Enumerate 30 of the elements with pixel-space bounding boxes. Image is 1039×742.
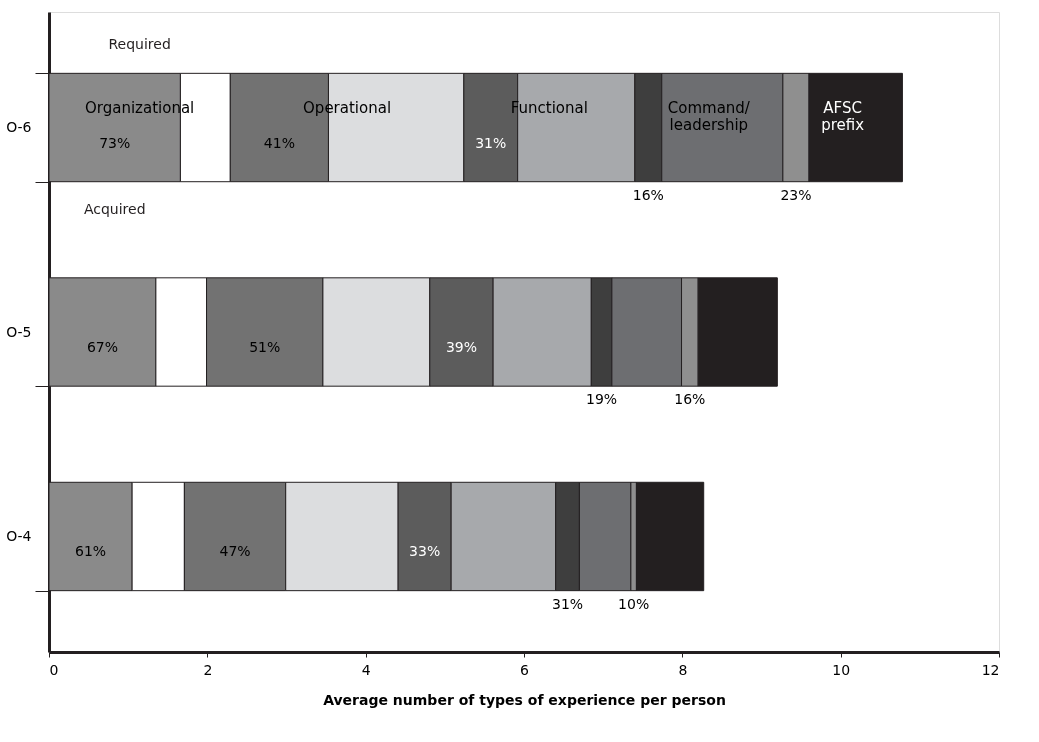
annotation: 61% xyxy=(75,543,107,560)
y-tick-label: O-6 xyxy=(6,119,32,136)
x-axis-title: Average number of types of experience per person xyxy=(323,691,726,708)
annotation: 31% xyxy=(475,134,507,151)
annotation: 23% xyxy=(780,186,812,203)
x-tick-label: 8 xyxy=(678,661,688,678)
series-label: Command/ leadership xyxy=(667,98,751,134)
annotation: 10% xyxy=(618,595,650,612)
annotation: 47% xyxy=(219,543,251,560)
x-tick-label: 4 xyxy=(361,661,371,678)
annotation: 16% xyxy=(632,186,664,203)
annotation: Acquired xyxy=(83,200,146,217)
x-tick-label: 6 xyxy=(520,661,530,678)
x-tick-label: 10 xyxy=(832,661,851,678)
annotation: 39% xyxy=(445,339,478,355)
annotation: 73% xyxy=(99,134,131,151)
annotation: 51% xyxy=(249,339,281,355)
y-tick-label: O-4 xyxy=(6,527,32,544)
x-tick-label: 0 xyxy=(49,661,59,678)
annotation: 41% xyxy=(263,134,295,151)
x-tick-label: 2 xyxy=(203,661,213,678)
x-tick-label: 12 xyxy=(981,661,1000,678)
annotation: Required xyxy=(108,36,171,53)
annotation: 16% xyxy=(674,391,706,408)
annotation: 33% xyxy=(409,543,441,560)
annotation: 31% xyxy=(551,595,584,612)
annotation: 19% xyxy=(586,391,618,408)
y-tick-label: O-5 xyxy=(6,323,32,340)
series-label: AFSC prefix xyxy=(821,98,865,134)
annotation: 67% xyxy=(86,339,118,355)
